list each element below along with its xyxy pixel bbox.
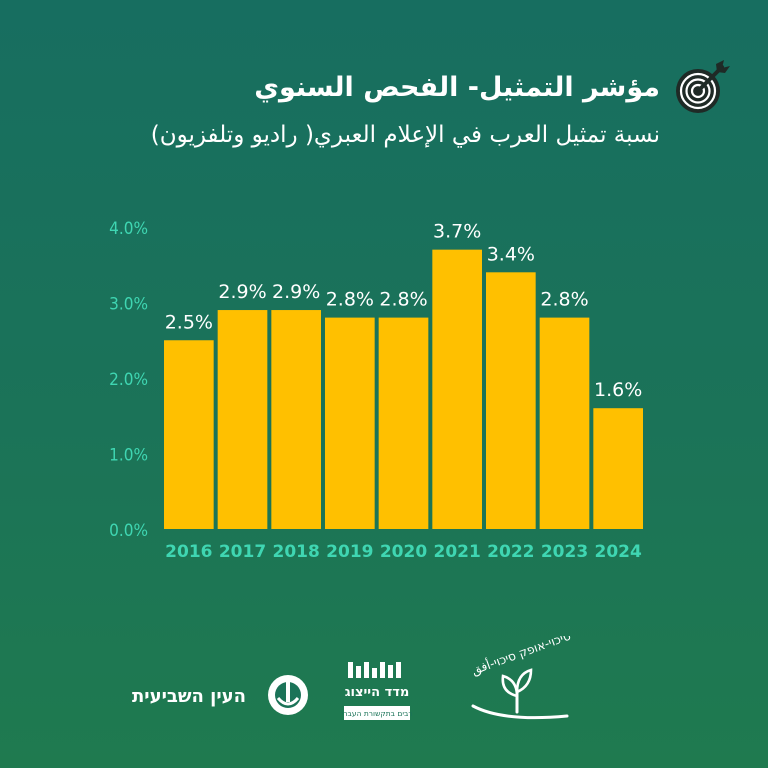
y-tick-label: 1.0%	[109, 446, 148, 466]
seventh-eye-text: העין השביעית	[132, 686, 246, 707]
y-axis-ticks: 0.0% 1.0% 2.0% 3.0% 4.0%	[109, 219, 148, 541]
chart-subtitle: نسبة تمثيل العرب في الإعلام العبري( رادي…	[150, 122, 660, 148]
sikkuy-aufoq-logo: סיכוי-אופק סיכוי-أفق	[469, 636, 573, 720]
header: مؤشر التمثيل- الفحص السنوي نسبة تمثيل ال…	[36, 58, 732, 158]
x-tick-label: 2022	[487, 542, 534, 562]
x-tick-label: 2018	[273, 542, 320, 562]
value-label: 2.8%	[540, 289, 588, 311]
bar-2019	[325, 317, 375, 529]
value-label: 2.5%	[165, 311, 213, 333]
seventh-eye-logo: העין השביעית	[132, 675, 308, 715]
y-tick-label: 0.0%	[109, 521, 148, 541]
bar-2021	[432, 249, 482, 529]
y-tick-label: 4.0%	[109, 219, 148, 239]
x-tick-label: 2019	[326, 542, 373, 562]
value-label: 2.9%	[272, 281, 320, 303]
value-label: 2.8%	[326, 289, 374, 311]
bar-2022	[486, 272, 536, 529]
x-tick-label: 2021	[434, 542, 481, 562]
x-tick-label: 2023	[541, 542, 588, 562]
target-icon	[676, 60, 730, 113]
x-tick-label: 2020	[380, 542, 427, 562]
bar-2020	[378, 317, 429, 529]
y-tick-label: 3.0%	[109, 295, 148, 315]
y-tick-label: 2.0%	[109, 370, 148, 390]
value-label: 3.4%	[487, 243, 535, 265]
representation-index-logo: מדד הייצוג ערבים בתקשורת העברית	[342, 662, 412, 720]
x-tick-label: 2024	[595, 542, 642, 562]
value-label: 2.8%	[379, 289, 427, 311]
representation-index-subtitle: ערבים בתקשורת העברית	[342, 709, 412, 718]
value-label: 2.9%	[218, 281, 266, 303]
x-tick-label: 2017	[219, 542, 266, 562]
bars	[164, 249, 643, 529]
bar-2024	[593, 408, 643, 529]
bar-2023	[539, 317, 590, 529]
value-label: 3.7%	[433, 221, 481, 243]
sikkuy-logo-text: סיכוי-אופק סיכוי-أفق	[469, 636, 573, 678]
x-tick-label: 2016	[165, 542, 212, 562]
chart-title: مؤشر التمثيل- الفحص السنوي	[254, 72, 660, 103]
bar-2018	[271, 310, 321, 529]
value-label: 1.6%	[594, 379, 642, 401]
x-axis-ticks: 2016 2017 2018 2019 2020 2021 2022 2023 2024	[165, 542, 642, 562]
representation-index-title: מדד הייצוג	[345, 685, 410, 700]
bar-2016	[164, 340, 214, 529]
value-labels: 2.5%2.9% 2.9% 2.8% 2.8%3.7%3.4%2.8%1.6%	[165, 221, 643, 402]
bar-2017	[217, 310, 268, 529]
